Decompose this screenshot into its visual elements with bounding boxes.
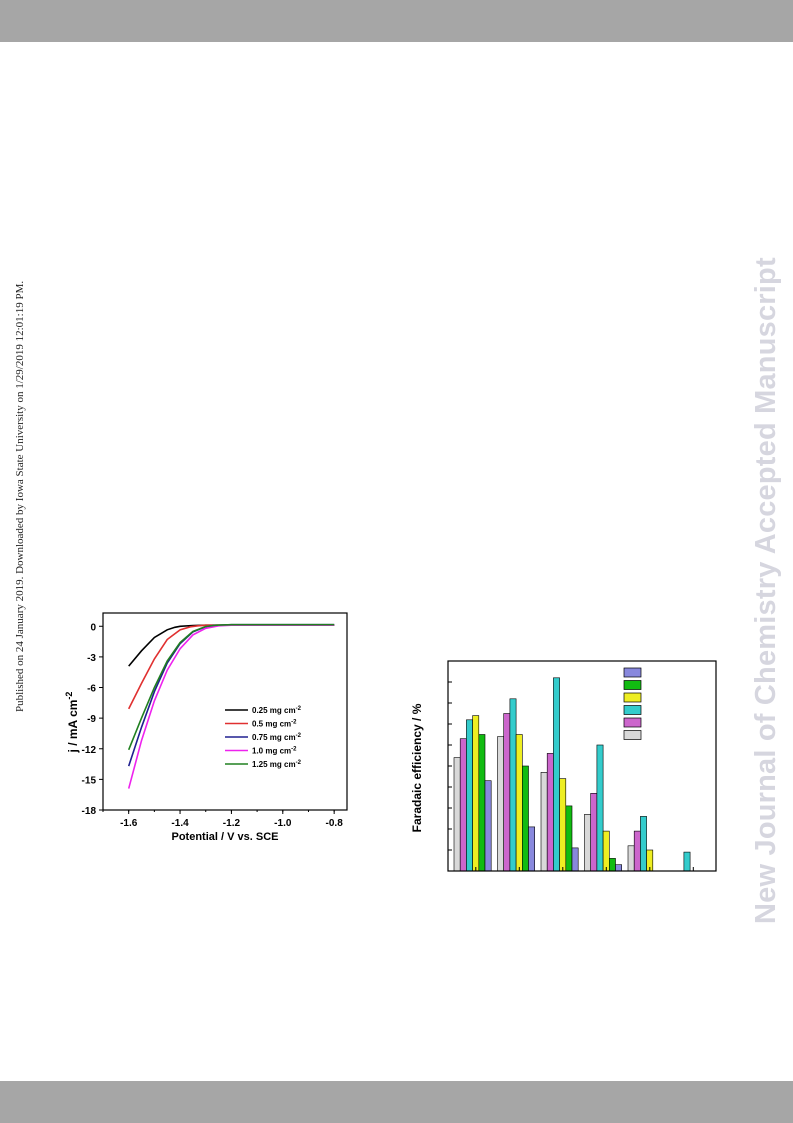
chart2-bar [596, 744, 604, 872]
chart2-bar [497, 736, 504, 872]
chart1-series-line [128, 624, 335, 667]
chart2-bar [522, 765, 529, 872]
chart1-y-tick-label: -12 [82, 745, 97, 756]
chart1-legend-label: 1.0 mg cm-2 [252, 747, 297, 756]
chart2-bar [509, 698, 517, 872]
chart2-bar [453, 757, 461, 872]
chart1-legend-label: 1.25 mg cm-2 [252, 760, 302, 769]
chart2-bar [584, 814, 591, 872]
chart2-legend [623, 667, 642, 740]
chart1-x-tick-label: -1.6 [120, 818, 138, 829]
chart2-bar [459, 738, 467, 872]
chart1-legend-label: 0.75 mg cm-2 [252, 733, 302, 742]
chart2-legend-swatch [623, 680, 642, 690]
chart1-x-tick-label: -1.0 [274, 818, 292, 829]
faradaic-efficiency-chart: Faradaic efficiency / % [410, 660, 717, 872]
chart1-series-line [127, 623, 335, 767]
chart1-y-tick-label: 0 [90, 622, 96, 633]
chart1-y-axis-label: j / mA cm-2 [64, 692, 80, 754]
chart2-bar [515, 734, 523, 872]
chart2-bar [602, 830, 610, 872]
chart2-bar [640, 816, 647, 872]
chart2-bar [478, 734, 486, 872]
chart2-bar [615, 864, 622, 872]
chart1-y-tick-label: -3 [87, 653, 96, 664]
chart2-bar [633, 830, 641, 872]
chart1-y-tick-label: -15 [82, 775, 97, 786]
publication-note: Published on 24 January 2019. Downloaded… [14, 280, 26, 712]
chart2-bar [683, 851, 691, 872]
chart1-x-axis-label: Potential / V vs. SCE [172, 831, 279, 843]
chart2-bar [484, 780, 492, 872]
chart1-x-tick-label: -1.4 [171, 818, 189, 829]
chart1-series-line [127, 623, 335, 751]
chart2-bar [472, 715, 480, 872]
chart2-bar [559, 778, 567, 872]
chart2-bar [627, 845, 635, 872]
polarization-curve-chart: -1.6 -1.4 -1.2 -1.0 -0.8 0 -3 -6 -9 -12 -15 -18 Pot… [64, 612, 348, 843]
chart1-legend: 0.25 mg cm-2 0.5 mg cm-2 0.75 mg cm-2 1.0 m… [225, 706, 302, 769]
chart1-series-line [127, 624, 335, 710]
chart2-legend-swatch [623, 717, 642, 728]
chart2-bar [571, 847, 579, 872]
chart1-legend-label: 0.25 mg cm-2 [252, 706, 302, 715]
chart2-legend-swatch [623, 705, 642, 715]
page-footer-band [0, 1081, 793, 1123]
chart2-bar [609, 858, 616, 872]
chart2-legend-swatch [623, 730, 642, 740]
chart1-x-tick-label: -0.8 [326, 818, 344, 829]
chart2-bar [528, 826, 535, 872]
chart1-frame [102, 612, 348, 811]
chart2-bar [565, 805, 573, 872]
chart1-y-tick-label: -6 [87, 684, 96, 695]
chart2-bar [590, 793, 598, 872]
page-header-band [0, 0, 793, 42]
chart1-x-tick-label: -1.2 [223, 818, 241, 829]
chart2-legend-swatch [623, 692, 642, 703]
chart2-bar [466, 719, 473, 872]
journal-watermark: New Journal of Chemistry Accepted Manusc… [750, 257, 782, 924]
chart2-legend-swatch [623, 667, 642, 678]
chart1-y-tick-label: -9 [87, 714, 96, 725]
chart2-bar [553, 677, 560, 872]
chart2-bar [546, 753, 554, 872]
chart2-bar [503, 713, 511, 872]
chart1-legend-label: 0.5 mg cm-2 [252, 720, 297, 729]
chart1-y-tick-label: -18 [82, 806, 97, 817]
chart2-bar [540, 772, 548, 872]
chart2-y-axis-label: Faradaic efficiency / % [410, 703, 424, 832]
